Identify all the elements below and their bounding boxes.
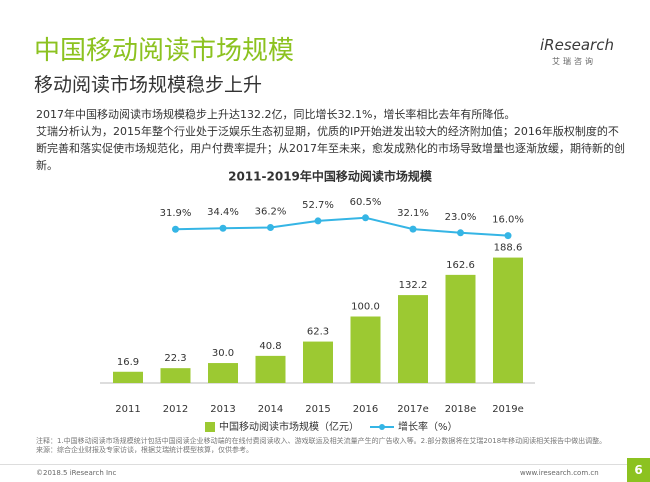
chart-title: 2011-2019年中国移动阅读市场规模 bbox=[228, 169, 433, 184]
bar bbox=[350, 316, 381, 383]
note: 来源：综合企业财报及专家访谈，根据艾瑞统计模型核算，仅供参考。 bbox=[36, 446, 253, 454]
site: www.iresearch.com.cn bbox=[520, 469, 599, 477]
point bbox=[219, 224, 227, 232]
copyright: ©2018.5 iResearch Inc bbox=[36, 469, 117, 477]
data-label: 52.7% bbox=[302, 200, 334, 211]
legend-label: 增长率（%） bbox=[398, 420, 458, 433]
point bbox=[172, 225, 179, 233]
bar bbox=[113, 371, 143, 383]
title: 中国移动阅读市场规模 bbox=[34, 36, 295, 66]
x-tick-label: 2017e bbox=[397, 404, 429, 415]
paragraph-line: 2017年中国移动阅读市场规模稳步上升达132.2亿，同比增长32.1%，增长率… bbox=[36, 108, 516, 121]
x-tick-label: 2015 bbox=[305, 404, 330, 415]
paragraph: 2017年中国移动阅读市场规模稳步上升达132.2亿，同比增长32.1%，增长率… bbox=[36, 106, 626, 174]
bar bbox=[398, 295, 428, 383]
x-tick-label: 2018e bbox=[445, 404, 477, 415]
bar bbox=[445, 274, 476, 383]
page-number: 6 bbox=[627, 458, 650, 482]
subtitle: 移动阅读市场规模稳步上升 bbox=[34, 74, 263, 96]
legend-swatch bbox=[379, 424, 385, 430]
bar bbox=[493, 257, 523, 383]
point bbox=[362, 214, 369, 222]
data-label: 23.0% bbox=[445, 212, 477, 223]
x-tick-label: 2016 bbox=[353, 404, 378, 415]
data-label: 31.9% bbox=[160, 208, 192, 219]
bar bbox=[160, 368, 191, 383]
data-label: 62.3 bbox=[307, 327, 329, 338]
point bbox=[504, 232, 512, 240]
data-label: 16.0% bbox=[492, 215, 524, 226]
bar bbox=[303, 341, 333, 383]
data-label: 16.9 bbox=[117, 357, 139, 368]
data-label: 30.0 bbox=[212, 348, 234, 359]
x-tick-label: 2013 bbox=[210, 404, 235, 415]
x-tick-label: 2014 bbox=[258, 404, 283, 415]
data-label: 100.0 bbox=[351, 302, 380, 313]
data-label: 32.1% bbox=[397, 208, 429, 219]
x-tick-label: 2011 bbox=[115, 404, 140, 415]
x-tick-label: 2019e bbox=[492, 404, 524, 415]
line bbox=[175, 216, 509, 237]
legend-swatch bbox=[205, 422, 215, 432]
data-label: 60.5% bbox=[350, 197, 382, 208]
data-label: 22.3 bbox=[164, 353, 186, 364]
logo: iResearch bbox=[540, 36, 614, 54]
bar bbox=[255, 355, 286, 383]
data-label: 34.4% bbox=[207, 207, 239, 218]
x-tick-label: 2012 bbox=[163, 404, 188, 415]
data-label: 36.2% bbox=[255, 207, 287, 218]
notes: 注释：1.中国移动阅读市场规模统计包括中国阅读企业移动端的在线付费阅读收入、游戏… bbox=[36, 437, 616, 455]
note: 注释：1.中国移动阅读市场规模统计包括中国阅读企业移动端的在线付费阅读收入、游戏… bbox=[36, 437, 607, 445]
data-label: 188.6 bbox=[494, 243, 523, 254]
data-label: 40.8 bbox=[259, 341, 281, 352]
data-label: 132.2 bbox=[399, 280, 428, 291]
point bbox=[409, 225, 417, 233]
point bbox=[267, 224, 274, 232]
point bbox=[457, 229, 464, 237]
point bbox=[314, 217, 322, 225]
data-label: 162.6 bbox=[446, 260, 475, 271]
legend-label: 中国移动阅读市场规模（亿元） bbox=[219, 420, 359, 433]
footer-line bbox=[0, 464, 627, 465]
paragraph-line: 艾瑞分析认为，2015年整个行业处于泛娱乐生态初显期，优质的IP开始迸发出较大的… bbox=[36, 125, 625, 172]
logo-sub: 艾瑞咨询 bbox=[552, 57, 596, 66]
bar bbox=[208, 363, 238, 383]
